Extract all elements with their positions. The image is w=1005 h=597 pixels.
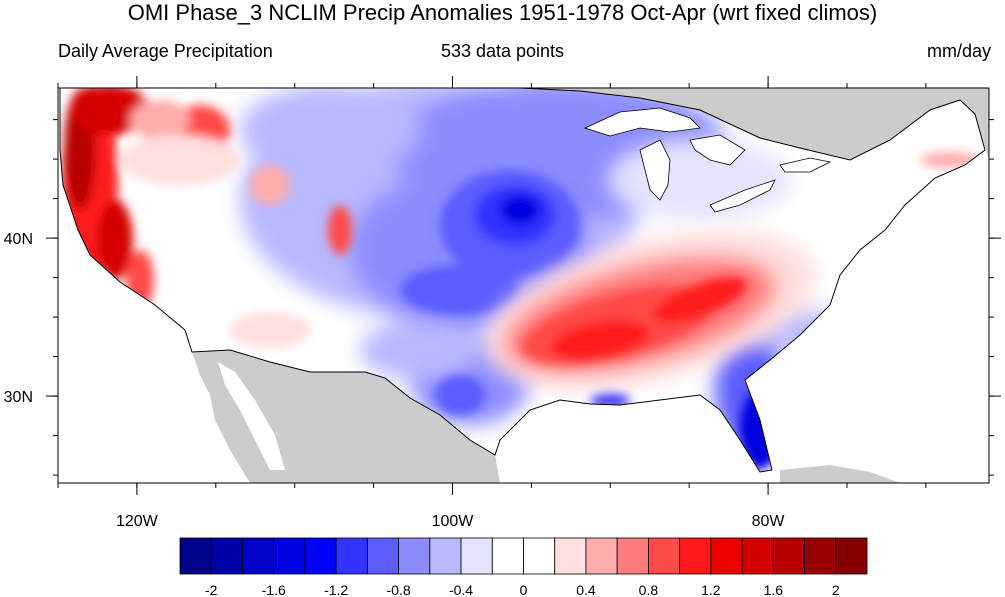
data-points-label: 533 data points (440, 41, 565, 61)
colorbar-label: 0 (520, 582, 528, 597)
great-lakes (583, 107, 832, 213)
colorbar-swatch (804, 537, 837, 575)
colorbar-swatch (460, 537, 493, 575)
colorbar-swatch (273, 537, 306, 575)
colorbar-label: 2 (832, 582, 840, 597)
colorbar-label: -2 (205, 582, 218, 597)
colorbar-label: 1.2 (701, 582, 721, 597)
colorbar-label: -1.6 (262, 582, 286, 597)
colorbar-swatch (710, 537, 743, 575)
map-title: OMI Phase_3 NCLIM Precip Anomalies 1951-… (127, 0, 878, 25)
colorbar-label: -0.4 (449, 582, 473, 597)
axis-ticks (46, 76, 1001, 495)
colorbar-swatch (835, 537, 868, 575)
map-frame (57, 87, 990, 484)
lon-tick-label: 100W (432, 513, 475, 530)
lon-tick-label: 80W (752, 513, 786, 530)
colorbar-swatch (616, 537, 649, 575)
us-border (59, 87, 986, 473)
colorbar-swatch (398, 537, 431, 575)
colorbar-swatch (679, 537, 712, 575)
colorbar-label: -1.2 (324, 582, 348, 597)
gulf-of-california (218, 362, 285, 470)
colorbar-swatch (242, 537, 275, 575)
lat-tick-label: 40N (4, 231, 33, 248)
colorbar-swatch (523, 537, 556, 575)
colorbar-label: -0.8 (387, 582, 411, 597)
caribbean-land (780, 465, 900, 483)
anomaly-field (60, 88, 985, 472)
units-label: mm/day (926, 41, 991, 61)
colorbar: -2 -1.6 -1.2 -0.8 -0.4 0 0.4 0.8 1.2 1.6 2 (179, 537, 868, 597)
lat-tick-label: 30N (4, 389, 33, 406)
colorbar-label: 1.6 (764, 582, 784, 597)
colorbar-label: 0.8 (639, 582, 659, 597)
colorbar-swatch (210, 537, 243, 575)
colorbar-swatch (772, 537, 805, 575)
colorbar-swatch (429, 537, 462, 575)
colorbar-label: 0.4 (576, 582, 596, 597)
lon-tick-label: 120W (116, 513, 159, 530)
colorbar-swatch (585, 537, 618, 575)
axis-tick-labels: 120W 100W 80W 40N 30N (4, 231, 786, 530)
canada-land (58, 88, 989, 160)
colorbar-swatch (366, 537, 399, 575)
colorbar-swatch (648, 537, 681, 575)
variable-label: Daily Average Precipitation (58, 41, 273, 61)
colorbar-swatch (335, 537, 368, 575)
colorbar-swatch (179, 537, 212, 575)
colorbar-swatch (554, 537, 587, 575)
colorbar-swatch (741, 537, 774, 575)
colorbar-swatch (304, 537, 337, 575)
colorbar-swatch (491, 537, 524, 575)
